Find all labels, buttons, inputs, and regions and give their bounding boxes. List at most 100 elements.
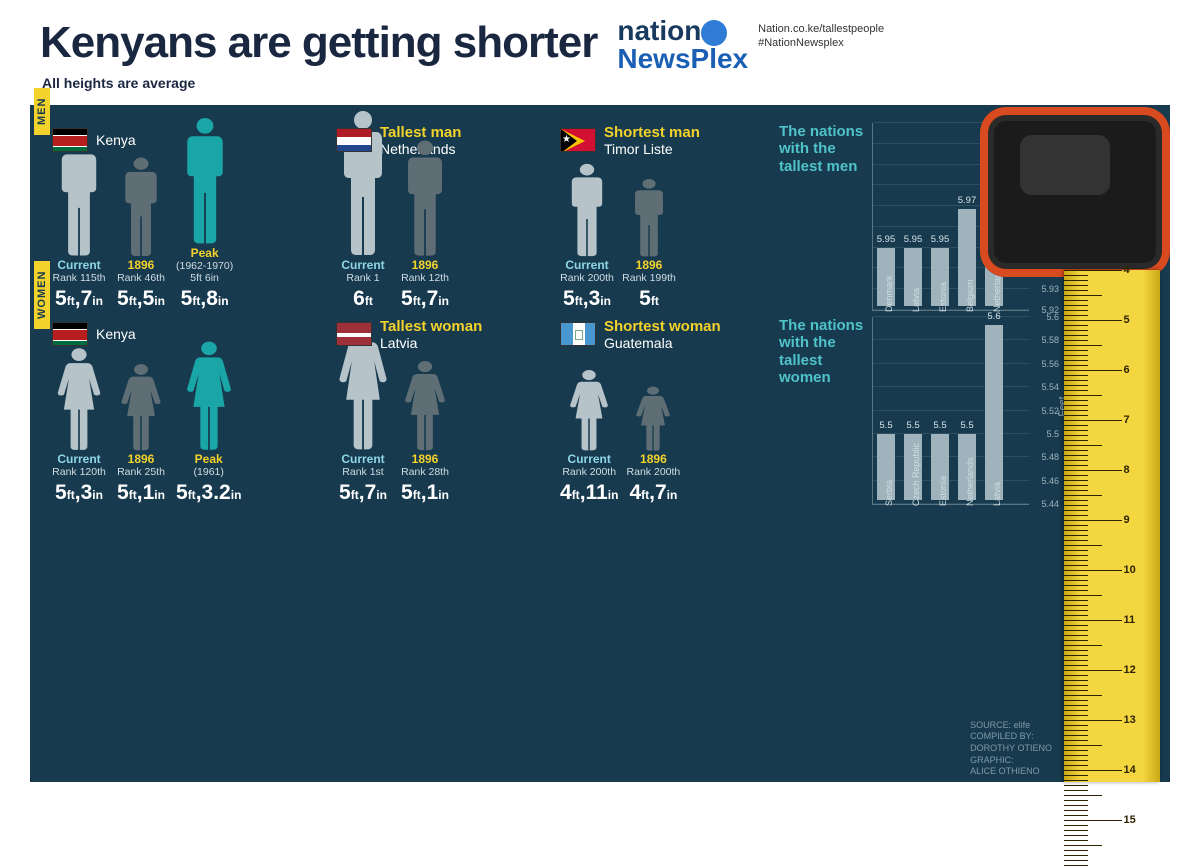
- figure-entry: CurrentRank 200th 5ft,3in: [560, 138, 614, 311]
- figure-caption: CurrentRank 200th: [560, 258, 614, 284]
- figure-caption: CurrentRank 1st: [341, 452, 384, 478]
- ytick-label: 5.58: [1041, 335, 1059, 345]
- credit-compiled-name: DOROTHY OTIENO: [970, 743, 1052, 755]
- block-title: Shortest man: [604, 124, 700, 141]
- figure-entry: Peak(1962-1970)5ft 6in5ft,8in: [176, 106, 233, 311]
- flag-timor: ★: [560, 128, 596, 152]
- figures-row: CurrentRank 120th5ft,3in1896Rank 25th5ft…: [52, 355, 322, 505]
- figure-entry: 1896Rank 12th5ft,7in: [398, 124, 452, 311]
- height-value: 4ft,7in: [629, 481, 677, 505]
- bar-category-label: Latvia: [992, 482, 1002, 506]
- figure-sublabel: Rank 1st: [341, 466, 384, 478]
- bar: 5.95Latvia: [904, 248, 922, 306]
- chart-title: The nations with the tallest women: [779, 317, 864, 505]
- ytick-label: 5.44: [1041, 499, 1059, 509]
- figures-row: CurrentRank 1st 5ft,7in 1896Rank 28th 5ft,1…: [336, 355, 546, 505]
- bar-category-label: Belgium: [965, 279, 975, 312]
- bar: 5.95Estonia: [931, 248, 949, 306]
- height-value: 5ft,3in: [55, 481, 103, 505]
- figure-sublabel: Rank 25th: [117, 466, 165, 478]
- figure-label: Current: [341, 452, 384, 466]
- figure-sublabel: (1962-1970): [176, 260, 233, 272]
- figure-sublabel: Rank 1: [341, 272, 384, 284]
- credit-graphic-label: GRAPHIC:: [970, 755, 1052, 767]
- figure-sublabel: 5ft 6in: [176, 272, 233, 284]
- ytick-label: 5.46: [1041, 476, 1059, 486]
- bar: 5.5Estonia: [931, 434, 949, 500]
- figure-label: Current: [562, 452, 616, 466]
- bar-category-label: Czech Republic: [911, 443, 921, 506]
- figure-caption: 1896Rank 46th: [117, 258, 165, 284]
- figure-entry: 1896Rank 199th5ft: [622, 148, 676, 311]
- height-value: 5ft,7in: [55, 287, 103, 311]
- figure-sublabel: Rank 200th: [562, 466, 616, 478]
- ytick-label: 5.6: [1046, 312, 1059, 322]
- figure-label: 1896: [401, 258, 449, 272]
- ytick-label: 5.54: [1041, 382, 1059, 392]
- bar: 5.5Serbia: [877, 434, 895, 500]
- height-value: 5ft,7in: [401, 287, 449, 311]
- country-block: KenyaCurrentRank 120th5ft,3in1896Rank 25…: [52, 317, 322, 505]
- subheadline: All heights are average: [0, 75, 1200, 91]
- brand-logo: nation NewsPlex Nation.co.ke/tallestpeop…: [617, 18, 884, 71]
- site-hashtag: #NationNewsplex: [758, 36, 884, 50]
- figure-sublabel: Rank 199th: [622, 272, 676, 284]
- height-value: 5ft,1in: [401, 481, 449, 505]
- brand-text: nation NewsPlex: [617, 18, 748, 71]
- side-label-women: WOMEN: [34, 261, 50, 329]
- figure-sublabel: Rank 120th: [52, 466, 106, 478]
- height-value: 5ft,7in: [339, 481, 387, 505]
- ytick-label: 5.48: [1041, 452, 1059, 462]
- figure-entry: 1896Rank 200th4ft,7in: [626, 352, 680, 505]
- block-header: Shortest womanGuatemala: [560, 317, 765, 351]
- figure-label: 1896: [117, 258, 165, 272]
- credit-compiled-label: COMPILED BY:: [970, 731, 1052, 743]
- flag-kenya: [52, 128, 88, 152]
- country-name: Guatemala: [604, 335, 721, 351]
- bar-category-label: Netherlands: [965, 457, 975, 506]
- bar-value-label: 5.5: [906, 420, 919, 431]
- country-block: Shortest womanGuatemala CurrentRank 200th…: [560, 317, 765, 505]
- person-silhouette-icon: [398, 124, 452, 258]
- figure-label: 1896: [401, 452, 449, 466]
- figure-caption: Peak(1961): [194, 452, 224, 478]
- person-silhouette-icon: [622, 148, 676, 258]
- chart-title: The nations with the tallest men: [779, 123, 864, 311]
- country-block: Tallest womanLatviaCurrentRank 1st5ft,7i…: [336, 317, 546, 505]
- figure-entry: CurrentRank 120th5ft,3in: [52, 326, 106, 505]
- figure-caption: 1896Rank 199th: [622, 258, 676, 284]
- side-label-men: MEN: [34, 88, 50, 135]
- block-title: Tallest woman: [380, 318, 482, 335]
- figure-label: Current: [560, 258, 614, 272]
- bar-category-label: Estonia: [938, 476, 948, 506]
- brand-word-1: nation: [617, 15, 701, 46]
- figure-entry: 1896Rank 46th5ft,5in: [114, 134, 168, 311]
- bars-area: 5.445.465.485.55.525.545.565.585.6Feet5.…: [872, 317, 1029, 505]
- block-title: Shortest woman: [604, 318, 721, 335]
- ytick-label: 5.56: [1041, 359, 1059, 369]
- site-url: Nation.co.ke/tallestpeople: [758, 22, 884, 36]
- flag-kenya: [52, 322, 88, 346]
- bar-value-label: 5.6: [987, 311, 1000, 322]
- figures-row: CurrentRank 200th4ft,11in1896Rank 200th4…: [560, 355, 765, 505]
- tape-measure-tape-icon: 456789101112131415: [1064, 270, 1160, 782]
- ytick-label: 5.5: [1046, 429, 1059, 439]
- person-silhouette-icon: [114, 336, 168, 452]
- figure-sublabel: Rank 28th: [401, 466, 449, 478]
- height-value: 5ft,3in: [563, 287, 611, 311]
- main-panel: MENKenyaCurrentRank 115th5ft,7in1896Rank…: [30, 105, 1170, 782]
- country-block: KenyaCurrentRank 115th5ft,7in1896Rank 46…: [52, 123, 322, 311]
- figures-row: CurrentRank 16ft1896Rank 12th5ft,7in: [336, 161, 546, 311]
- figures-row: CurrentRank 200th5ft,3in1896Rank 199th5f…: [560, 161, 765, 311]
- bar-value-label: 5.5: [879, 420, 892, 431]
- credit-source: SOURCE: elife: [970, 720, 1052, 732]
- bar: 5.5Czech Republic: [904, 434, 922, 500]
- brand-word-2: NewsPlex: [617, 43, 748, 74]
- tape-measure-case-icon: [980, 107, 1170, 277]
- person-silhouette-icon: [562, 340, 616, 452]
- bar: 5.5Netherlands: [958, 434, 976, 500]
- figure-label: 1896: [622, 258, 676, 272]
- bar-category-label: Denmark: [884, 275, 894, 312]
- ytick-label: 5.93: [1041, 284, 1059, 294]
- person-silhouette-icon: [626, 352, 680, 452]
